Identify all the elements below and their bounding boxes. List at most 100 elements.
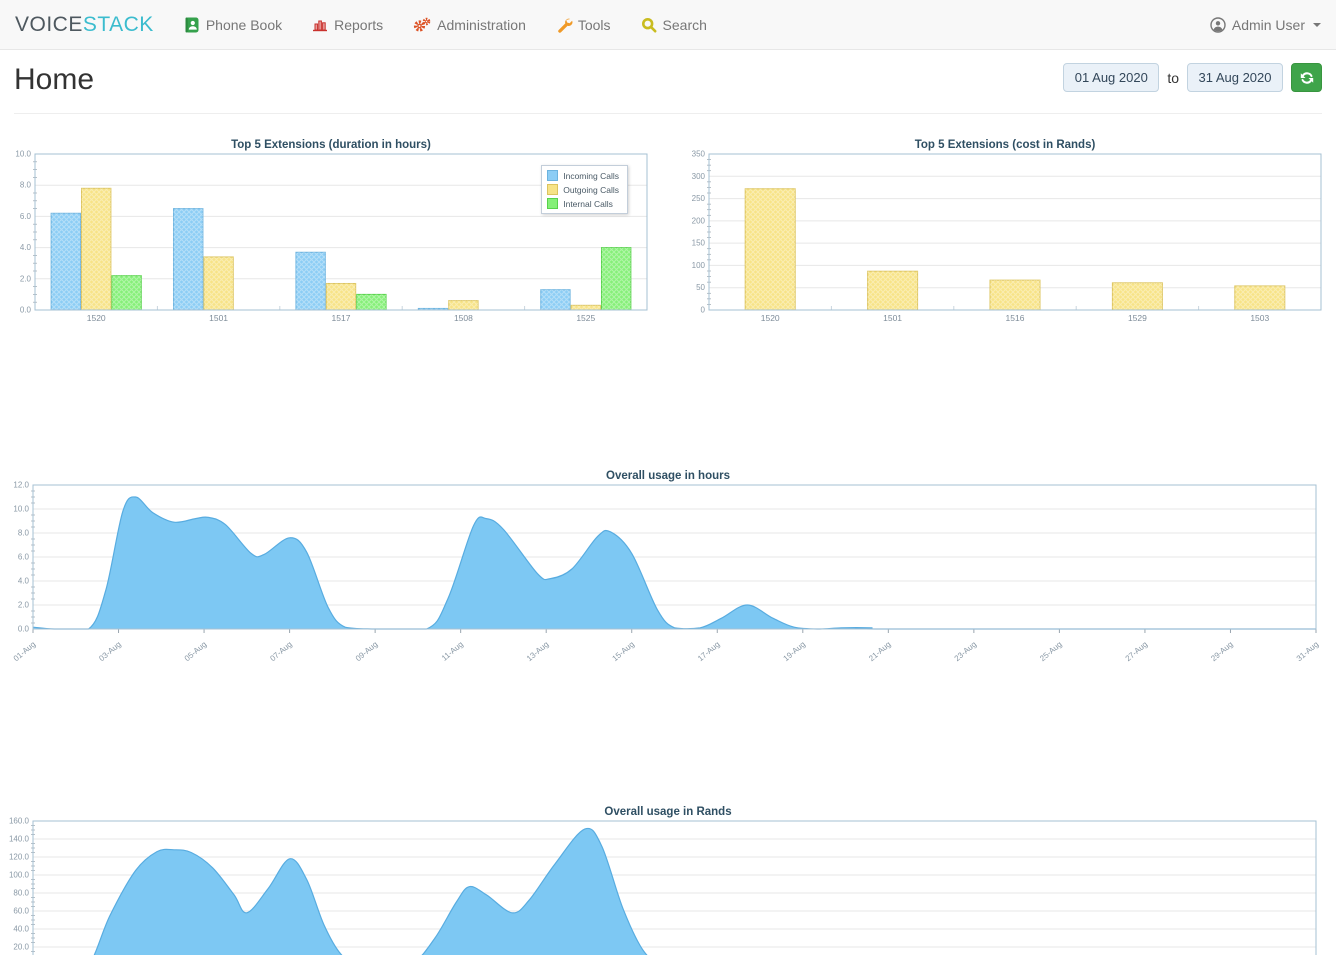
date-to-input[interactable]: [1187, 63, 1283, 92]
svg-text:2.0: 2.0: [20, 274, 32, 283]
svg-text:1517: 1517: [332, 313, 351, 323]
nav-item-tools[interactable]: Tools: [556, 17, 611, 33]
svg-text:21-Aug: 21-Aug: [867, 640, 893, 663]
svg-text:1508: 1508: [454, 313, 473, 323]
svg-text:0: 0: [701, 306, 706, 315]
svg-text:140.0: 140.0: [9, 835, 30, 844]
nav-item-label: Tools: [577, 16, 611, 33]
svg-text:1529: 1529: [1128, 313, 1147, 323]
svg-text:1520: 1520: [87, 313, 106, 323]
nav-item-label: Reports: [334, 16, 384, 33]
date-from-input[interactable]: [1063, 63, 1160, 92]
svg-text:12.0: 12.0: [13, 481, 29, 490]
nav-item-administration[interactable]: Administration: [413, 17, 526, 33]
user-menu[interactable]: Admin User: [1210, 17, 1321, 33]
svg-text:29-Aug: 29-Aug: [1209, 640, 1235, 663]
svg-text:0.0: 0.0: [20, 306, 32, 315]
nav-item-label: Administration: [437, 16, 526, 33]
svg-text:80.0: 80.0: [13, 889, 29, 898]
logo-part2: STACK: [82, 12, 154, 36]
chart-top5-duration: Top 5 Extensions (duration in hours) 0.0…: [14, 138, 648, 328]
reports-icon: [312, 17, 328, 33]
refresh-icon: [1299, 70, 1315, 86]
svg-text:2.0: 2.0: [18, 601, 30, 610]
chart-title-usage-hours: Overall usage in hours: [606, 470, 730, 482]
svg-text:1501: 1501: [883, 313, 902, 323]
legend-label: Outgoing Calls: [563, 184, 619, 195]
administration-icon: [413, 17, 431, 33]
svg-text:31-Aug: 31-Aug: [1295, 640, 1321, 663]
svg-text:23-Aug: 23-Aug: [953, 640, 979, 663]
svg-text:17-Aug: 17-Aug: [696, 640, 722, 663]
nav-item-reports[interactable]: Reports: [312, 17, 383, 33]
svg-text:19-Aug: 19-Aug: [782, 640, 808, 663]
svg-text:13-Aug: 13-Aug: [525, 640, 551, 663]
svg-text:100.0: 100.0: [9, 871, 30, 880]
date-range-to-label: to: [1167, 69, 1179, 86]
svg-text:15-Aug: 15-Aug: [610, 640, 636, 663]
svg-text:200: 200: [692, 216, 706, 225]
svg-text:60.0: 60.0: [13, 907, 29, 916]
legend-label: Internal Calls: [563, 198, 613, 209]
top5-cost-chart-svg: 0 50 100 150 200 250 300 350 1520 1501 1516 1529 150…: [692, 150, 1322, 323]
logo-part1: VOICE: [15, 12, 83, 36]
svg-text:09-Aug: 09-Aug: [354, 640, 380, 663]
user-label: Admin User: [1231, 16, 1305, 33]
usage-rands-chart-svg: 0.020.040.060.080.0100.0120.0140.0160.00…: [9, 817, 1317, 955]
legend-item: Internal Calls: [547, 198, 619, 209]
svg-text:10.0: 10.0: [15, 150, 31, 159]
chevron-down-icon: [1313, 22, 1321, 27]
svg-text:150: 150: [692, 239, 706, 248]
nav-item-search[interactable]: Search: [641, 17, 707, 33]
search-icon: [641, 17, 657, 33]
svg-text:10.0: 10.0: [13, 505, 29, 514]
chart-title-top5-cost: Top 5 Extensions (cost in Rands): [914, 139, 1096, 151]
svg-text:20.0: 20.0: [13, 943, 29, 952]
svg-text:160.0: 160.0: [9, 817, 30, 826]
svg-text:350: 350: [692, 150, 706, 159]
refresh-button[interactable]: [1291, 63, 1322, 92]
svg-text:8.0: 8.0: [18, 529, 30, 538]
svg-text:07-Aug: 07-Aug: [268, 640, 294, 663]
svg-text:40.0: 40.0: [13, 925, 29, 934]
legend-item: Outgoing Calls: [547, 184, 619, 195]
chart-top5-cost: Top 5 Extensions (cost in Rands) 0 50 100 1…: [688, 138, 1322, 328]
svg-text:03-Aug: 03-Aug: [97, 640, 123, 663]
main-content: Home to Top 5 Extensions (duration in ho…: [0, 50, 1336, 955]
page-title: Home: [14, 63, 95, 96]
svg-text:27-Aug: 27-Aug: [1124, 640, 1150, 663]
svg-text:1503: 1503: [1250, 313, 1269, 323]
usage-hours-chart-svg: 0.0 2.0 4.0 6.0 8.0 10.0 12.0 01-Aug 03-Aug 05-Au…: [12, 481, 1321, 664]
svg-text:250: 250: [692, 194, 706, 203]
user-icon: [1210, 16, 1226, 33]
chart-usage-hours: Overall usage in hours 0.0 2.0 4.0 6.0 8.0 10…: [12, 469, 1322, 669]
svg-text:05-Aug: 05-Aug: [183, 640, 209, 663]
svg-text:1501: 1501: [209, 313, 228, 323]
svg-text:0.0: 0.0: [18, 625, 30, 634]
svg-text:100: 100: [692, 261, 706, 270]
navbar: VOICESTACK Phone Book Reports Administra…: [0, 0, 1336, 50]
legend-swatch-internal: [547, 198, 559, 209]
svg-text:8.0: 8.0: [20, 181, 32, 190]
nav-item-phone-book[interactable]: Phone Book: [184, 17, 282, 33]
tools-icon: [556, 17, 573, 33]
svg-text:1525: 1525: [576, 313, 595, 323]
svg-text:120.0: 120.0: [9, 853, 30, 862]
svg-text:6.0: 6.0: [18, 553, 30, 562]
svg-text:1516: 1516: [1006, 313, 1025, 323]
phone-book-icon: [184, 17, 200, 33]
legend-label: Incoming Calls: [563, 170, 619, 181]
legend-swatch-outgoing: [547, 184, 559, 195]
logo[interactable]: VOICESTACK: [15, 13, 154, 37]
charts-row-1: Top 5 Extensions (duration in hours) 0.0…: [14, 138, 1322, 328]
date-range-controls: to: [1063, 63, 1322, 92]
legend-item: Incoming Calls: [547, 170, 619, 181]
svg-text:6.0: 6.0: [20, 212, 32, 221]
header-divider: [14, 113, 1322, 114]
svg-text:25-Aug: 25-Aug: [1038, 640, 1064, 663]
page-head: Home to: [14, 50, 1322, 97]
chart-usage-rands: Overall usage in Rands 0.020.040.060.080…: [9, 805, 1322, 955]
nav-item-label: Search: [662, 16, 707, 33]
nav-item-label: Phone Book: [205, 16, 283, 33]
